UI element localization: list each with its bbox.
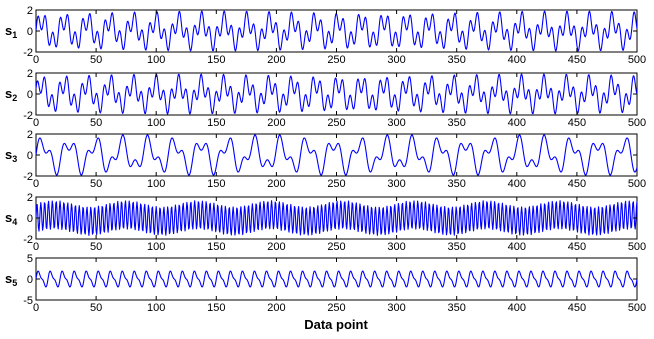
signal-line [35,134,638,176]
x-tick-label: 100 [147,54,165,66]
x-tick-label: 200 [267,117,285,129]
x-tick-label: 250 [327,178,345,190]
y-tick-label: 0 [27,274,33,286]
x-tick-label: 500 [628,54,646,66]
y-tick-label: -2 [23,47,33,59]
y-tick-label: -2 [23,171,33,183]
x-tick-label: 150 [207,302,225,314]
x-axis-label: Data point [304,317,368,332]
y-tick-label: 0 [27,89,33,101]
x-tick-label: 300 [387,117,405,129]
x-tick-label: 200 [267,54,285,66]
y-tick-label: 5 [27,253,33,265]
x-tick-label: 50 [90,241,102,253]
y-tick-label: -2 [23,110,33,122]
x-tick-label: 350 [448,302,466,314]
x-tick-label: 100 [147,117,165,129]
x-tick-label: 350 [448,178,466,190]
y-tick-label: 2 [27,129,33,141]
x-tick-label: 400 [508,54,526,66]
plot-frame [35,133,638,177]
x-tick-label: 0 [33,302,39,314]
x-tick-label: 300 [387,302,405,314]
y-axis-label-sub: 5 [12,278,17,288]
y-tick-label: 2 [27,68,33,80]
x-tick-label: 250 [327,117,345,129]
y-axis-label-main: s [5,210,12,225]
x-tick-label: 350 [448,54,466,66]
x-tick-label: 500 [628,178,646,190]
x-tick-label: 300 [387,178,405,190]
x-tick-label: 100 [147,178,165,190]
y-tick-label: 0 [27,213,33,225]
y-axis-label-main: s [5,86,12,101]
x-tick-label: 50 [90,117,102,129]
x-tick-label: 250 [327,54,345,66]
y-axis-label-main: s [5,271,12,286]
y-axis-label: s2 [5,86,17,103]
y-axis-label: s5 [5,271,17,288]
x-tick-label: 400 [508,241,526,253]
signal-line [35,200,638,236]
x-tick-label: 150 [207,117,225,129]
y-tick-label: 0 [27,150,33,162]
x-tick-label: 450 [568,178,586,190]
y-tick-label: 2 [27,5,33,17]
y-axis-label-sub: 4 [12,217,17,227]
x-tick-label: 50 [90,54,102,66]
y-axis-label-sub: 3 [12,154,17,164]
x-tick-label: 350 [448,117,466,129]
x-tick-label: 500 [628,302,646,314]
x-tick-label: 450 [568,117,586,129]
y-tick-label: 2 [27,192,33,204]
x-tick-label: 200 [267,302,285,314]
x-tick-label: 350 [448,241,466,253]
x-tick-label: 200 [267,178,285,190]
y-axis-label-sub: 1 [12,30,17,40]
x-tick-label: 150 [207,178,225,190]
x-tick-label: 200 [267,241,285,253]
y-axis-label-main: s [5,147,12,162]
y-axis-label: s3 [5,147,17,164]
y-axis-label-sub: 2 [12,93,17,103]
x-tick-label: 400 [508,117,526,129]
x-tick-label: 450 [568,241,586,253]
y-axis-label: s1 [5,23,17,40]
y-axis-label-main: s [5,23,12,38]
y-tick-label: -5 [23,295,33,307]
x-tick-label: 100 [147,302,165,314]
x-tick-label: 100 [147,241,165,253]
x-tick-label: 500 [628,241,646,253]
x-tick-label: 400 [508,178,526,190]
x-tick-label: 0 [33,178,39,190]
x-tick-label: 400 [508,302,526,314]
x-tick-label: 0 [33,241,39,253]
x-tick-label: 50 [90,302,102,314]
x-tick-label: 50 [90,178,102,190]
x-tick-label: 0 [33,117,39,129]
x-tick-label: 450 [568,54,586,66]
x-tick-label: 300 [387,241,405,253]
signal-line [35,270,638,288]
x-tick-label: 300 [387,54,405,66]
x-tick-label: 150 [207,241,225,253]
x-tick-label: 500 [628,117,646,129]
y-tick-label: 0 [27,26,33,38]
signal-line [35,73,638,115]
x-tick-label: 450 [568,302,586,314]
x-tick-label: 250 [327,241,345,253]
y-tick-label: -2 [23,234,33,246]
x-tick-label: 250 [327,302,345,314]
y-axis-label: s4 [5,210,17,227]
x-tick-label: 0 [33,54,39,66]
x-tick-label: 150 [207,54,225,66]
